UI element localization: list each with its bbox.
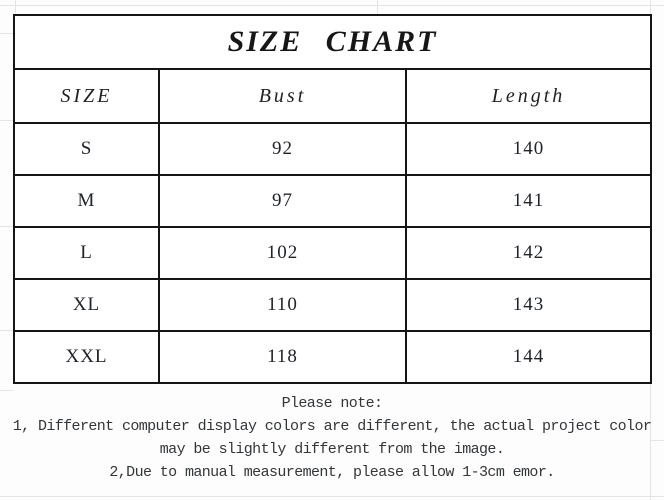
- length-cell: 144: [404, 330, 653, 384]
- header-row: SIZE Bust Length: [13, 68, 653, 124]
- table-row: XXL 118 144: [13, 330, 653, 384]
- chart-title: SIZE CHART: [12, 14, 653, 70]
- table-row: M 97 141: [13, 174, 653, 228]
- background-gridline: [377, 0, 378, 14]
- note-block: Please note: 1, Different computer displ…: [0, 392, 664, 484]
- note-line: may be slightly different from the image…: [159, 441, 505, 458]
- length-cell: 142: [404, 226, 653, 280]
- bust-cell: 92: [158, 122, 407, 176]
- bust-cell: 110: [158, 278, 407, 332]
- column-header-size: SIZE: [13, 68, 160, 124]
- bust-cell: 97: [158, 174, 407, 228]
- background-gridline: [650, 440, 664, 441]
- background-gridline: [0, 496, 664, 497]
- column-header-length: Length: [404, 68, 653, 124]
- background-gridline: [0, 330, 13, 331]
- size-cell: M: [13, 174, 160, 228]
- length-cell: 141: [404, 174, 653, 228]
- note-line: 1, Different computer display colors are…: [12, 418, 652, 435]
- background-gridline: [0, 226, 13, 227]
- length-cell: 143: [404, 278, 653, 332]
- size-chart-table: SIZE CHART SIZE Bust Length S 92 140 M 9…: [12, 14, 653, 384]
- size-cell: S: [13, 122, 160, 176]
- table-row: XL 110 143: [13, 278, 653, 332]
- background-gridline: [0, 390, 13, 391]
- size-cell: XL: [13, 278, 160, 332]
- bust-cell: 118: [158, 330, 407, 384]
- background-gridline: [0, 5, 664, 6]
- background-gridline: [15, 0, 16, 14]
- background-gridline: [0, 120, 13, 121]
- table-row: S 92 140: [13, 122, 653, 176]
- bust-cell: 102: [158, 226, 407, 280]
- note-heading: Please note:: [281, 395, 383, 412]
- table-row: L 102 142: [13, 226, 653, 280]
- note-line: 2,Due to manual measurement, please allo…: [109, 464, 555, 481]
- size-cell: L: [13, 226, 160, 280]
- background-gridline: [0, 33, 13, 34]
- title-row: SIZE CHART: [12, 14, 653, 70]
- size-cell: XXL: [13, 330, 160, 384]
- length-cell: 140: [404, 122, 653, 176]
- column-header-bust: Bust: [158, 68, 407, 124]
